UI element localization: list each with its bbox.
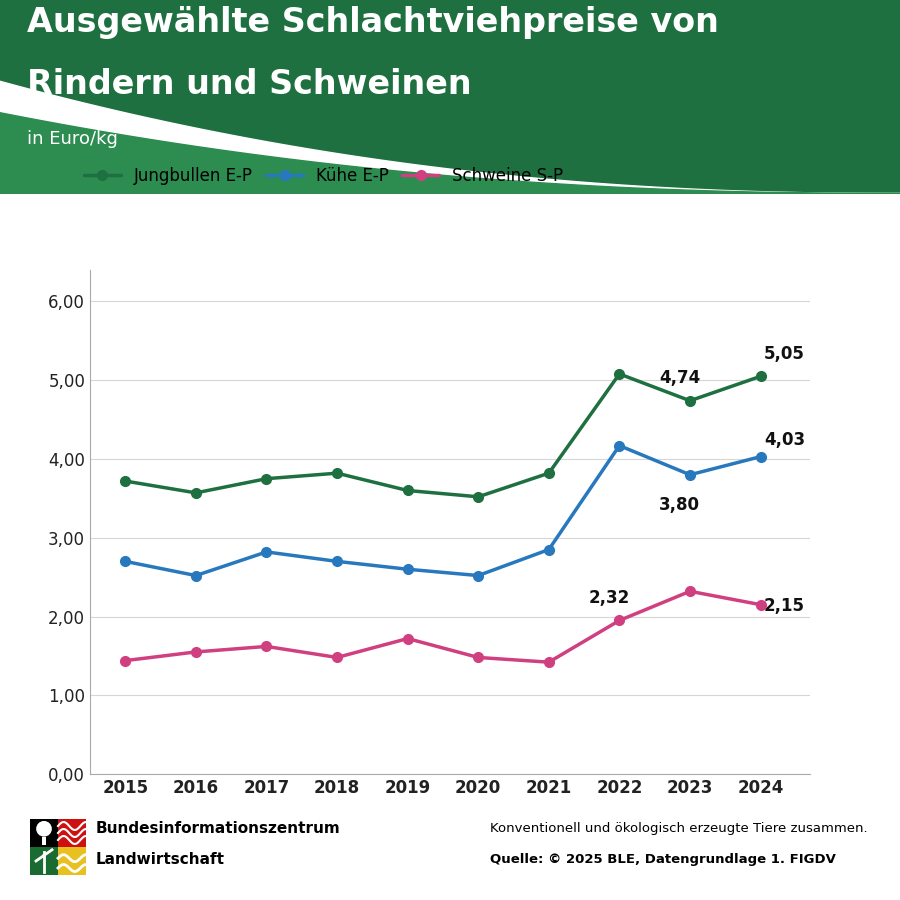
- Line: Kühe E-P: Kühe E-P: [121, 441, 765, 580]
- Bar: [58, 819, 86, 847]
- Schweine S-P: [332, 652, 343, 662]
- Jungbullen E-P: [261, 473, 272, 484]
- Text: 4,03: 4,03: [764, 431, 806, 449]
- Kühe E-P: [402, 563, 413, 574]
- Jungbullen E-P: [472, 491, 483, 502]
- Bar: [30, 847, 58, 875]
- Text: Ausgewählte Schlachtviehpreise von: Ausgewählte Schlachtviehpreise von: [27, 5, 719, 39]
- Line: Schweine S-P: Schweine S-P: [121, 587, 765, 667]
- Text: Konventionell und ökologisch erzeugte Tiere zusammen.: Konventionell und ökologisch erzeugte Ti…: [490, 823, 868, 835]
- Schweine S-P: [544, 657, 554, 668]
- Jungbullen E-P: [685, 395, 696, 406]
- Kühe E-P: [755, 451, 766, 462]
- Text: Landwirtschaft: Landwirtschaft: [96, 852, 225, 867]
- Kühe E-P: [614, 440, 625, 451]
- Jungbullen E-P: [614, 368, 625, 379]
- Text: 2,32: 2,32: [589, 589, 629, 607]
- Jungbullen E-P: [544, 468, 554, 479]
- Text: 5,05: 5,05: [764, 345, 805, 363]
- Bar: [30, 819, 58, 847]
- Jungbullen E-P: [120, 475, 130, 486]
- Kühe E-P: [120, 556, 130, 567]
- Kühe E-P: [261, 546, 272, 557]
- Text: Quelle: © 2025 BLE, Datengrundlage 1. FIGDV: Quelle: © 2025 BLE, Datengrundlage 1. FI…: [490, 853, 836, 866]
- Kühe E-P: [332, 556, 343, 567]
- Bar: [42, 837, 46, 845]
- Jungbullen E-P: [191, 488, 202, 499]
- Kühe E-P: [544, 544, 554, 555]
- Schweine S-P: [120, 655, 130, 666]
- Text: Bundesinformationszentrum: Bundesinformationszentrum: [96, 822, 341, 836]
- Kühe E-P: [472, 571, 483, 581]
- Schweine S-P: [261, 641, 272, 652]
- Schweine S-P: [685, 586, 696, 597]
- Kühe E-P: [191, 571, 202, 581]
- Circle shape: [36, 821, 52, 837]
- Kühe E-P: [685, 469, 696, 480]
- Line: Jungbullen E-P: Jungbullen E-P: [121, 369, 765, 501]
- Text: 4,74: 4,74: [659, 369, 700, 387]
- Text: 3,80: 3,80: [659, 496, 700, 514]
- Schweine S-P: [402, 634, 413, 644]
- Legend: Jungbullen E-P, Kühe E-P, Schweine S-P: Jungbullen E-P, Kühe E-P, Schweine S-P: [84, 167, 563, 185]
- Schweine S-P: [472, 652, 483, 662]
- Polygon shape: [0, 112, 900, 194]
- Jungbullen E-P: [402, 485, 413, 496]
- Text: 2,15: 2,15: [764, 598, 806, 616]
- Bar: [58, 847, 86, 875]
- Text: in Euro/kg: in Euro/kg: [27, 130, 118, 148]
- Text: Rindern und Schweinen: Rindern und Schweinen: [27, 68, 472, 101]
- Schweine S-P: [191, 646, 202, 657]
- Polygon shape: [0, 81, 900, 194]
- Schweine S-P: [755, 599, 766, 610]
- Jungbullen E-P: [332, 468, 343, 479]
- Jungbullen E-P: [755, 371, 766, 382]
- Schweine S-P: [614, 615, 625, 626]
